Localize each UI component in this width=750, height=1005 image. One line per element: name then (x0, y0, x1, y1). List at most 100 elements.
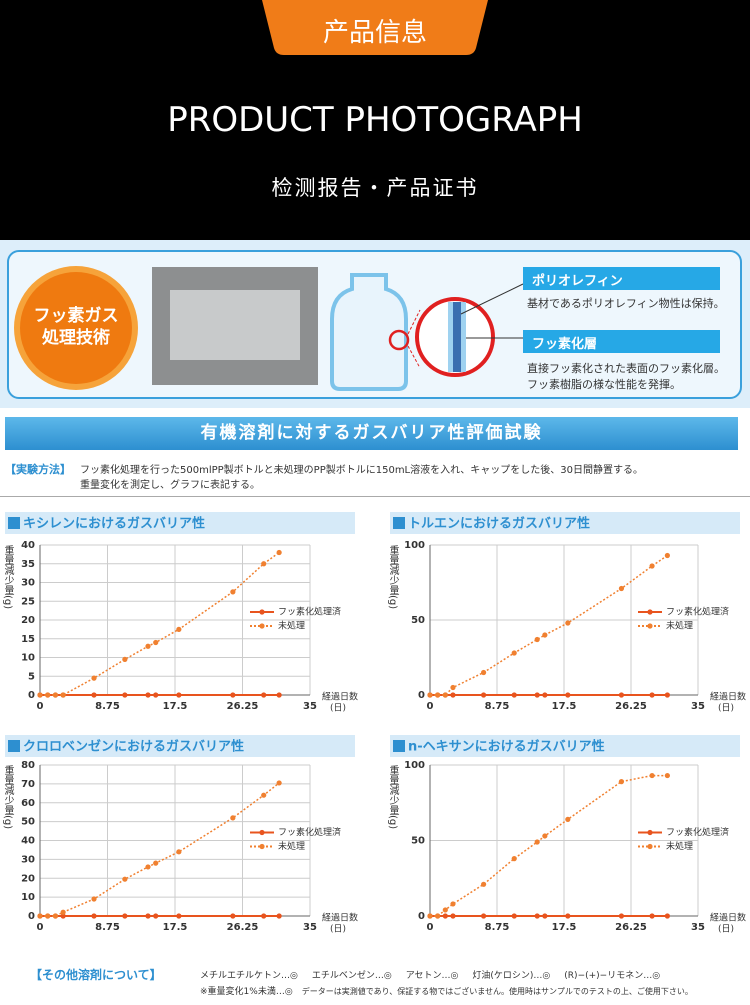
solvent: アセトン…◎ (405, 971, 459, 981)
point (435, 913, 441, 919)
point (618, 779, 625, 785)
series-line (430, 554, 668, 696)
x-tick-label: 8.75 (485, 922, 510, 933)
title-marker (393, 517, 405, 529)
point (664, 552, 670, 559)
y-tick-label: 60 (21, 798, 35, 809)
point (230, 815, 236, 821)
legend-label: フッ素化処理済 (666, 606, 729, 618)
point (664, 913, 670, 919)
point (276, 913, 282, 919)
legend-label: フッ素化処理済 (278, 826, 341, 838)
x-tick-label: 17.5 (552, 701, 577, 712)
y-tick-label: 40 (21, 540, 35, 551)
legend-marker (647, 843, 653, 850)
note: ※重量変化1%未満…◎ (200, 987, 293, 997)
point (649, 913, 655, 919)
x-tick-label: 26.25 (615, 701, 647, 712)
y-tick-label: 0 (418, 911, 425, 922)
point (122, 656, 128, 662)
title-marker (393, 740, 405, 752)
title-bar (5, 735, 355, 757)
layer-name: フッ素化層 (532, 337, 598, 352)
y-tick-label: 0 (418, 690, 425, 701)
others-label: 【その他溶剤について】 (30, 968, 162, 982)
note: データーは実測値であり、保証する物ではございません。使用時はサンプルでのテストの… (301, 987, 693, 996)
x-tick-label: 26.25 (615, 922, 647, 933)
point (664, 772, 670, 779)
point (450, 692, 456, 698)
x-tick-label: 8.75 (95, 922, 120, 933)
solvent: (R)−(+)−リモネン…◎ (564, 971, 661, 981)
legend-label: 未処理 (278, 620, 305, 632)
x-tick-label: 17.5 (163, 701, 188, 712)
method-text: 重量変化を測定し、グラフに表記する。 (80, 480, 260, 491)
point (542, 632, 548, 638)
tab-label: 产品信息 (322, 18, 427, 48)
point (52, 692, 59, 698)
chart-title: クロロベンゼンにおけるガスバリア性 (23, 739, 244, 755)
point (145, 692, 151, 698)
point (145, 913, 151, 919)
badge-line: フッ素ガス (33, 306, 119, 326)
x-label-unit: (日) (330, 703, 346, 714)
point (276, 549, 282, 556)
title-bar (390, 512, 740, 534)
x-tick-label: 35 (303, 922, 317, 933)
legend-marker (647, 623, 653, 629)
legend-label: 未処理 (278, 840, 305, 852)
point (91, 692, 97, 698)
point (511, 650, 517, 656)
point (176, 626, 182, 632)
x-tick-label: 8.75 (485, 701, 510, 712)
point (230, 589, 236, 595)
point (618, 913, 625, 919)
point (565, 816, 571, 822)
y-tick-label: 15 (21, 634, 35, 645)
point (122, 876, 128, 882)
point (261, 692, 267, 698)
y-tick-label: 70 (21, 779, 35, 790)
point (435, 692, 441, 698)
y-tick-label: 5 (28, 671, 35, 682)
section-title: 有機溶剤に対するガスバリア性評価試験 (5, 417, 738, 450)
solvent: メチルエチルケトン…◎ (200, 971, 298, 981)
chart-title: n-ヘキサンにおけるガスバリア性 (408, 739, 605, 755)
point (442, 692, 448, 698)
y-tick-label: 40 (21, 836, 35, 847)
tab (262, 0, 488, 55)
point (450, 684, 456, 691)
point (122, 692, 128, 698)
subtitle: 检测报告・产品证书 (271, 176, 479, 200)
point (230, 913, 236, 919)
point (649, 692, 655, 698)
title-bar (390, 735, 740, 757)
point (542, 833, 548, 839)
series-line (430, 774, 668, 917)
x-label-unit: (日) (330, 924, 346, 935)
point (60, 913, 66, 919)
title-marker (8, 740, 20, 752)
legend-label: 未処理 (666, 840, 693, 852)
point (542, 913, 548, 919)
layer-text: 基材であるポリオレフィン物性は保持。 (527, 297, 725, 310)
point (37, 692, 43, 698)
divider (0, 496, 750, 497)
point (664, 692, 670, 698)
layer-text: フッ素樹脂の様な性能を発揮。 (527, 378, 681, 391)
point (542, 692, 548, 698)
point (261, 561, 267, 567)
y-tick-label: 50 (411, 836, 425, 847)
x-tick-label: 35 (691, 701, 705, 712)
point (618, 692, 625, 698)
x-tick-label: 17.5 (163, 922, 188, 933)
layer-text: 直接フッ素化された表面のフッ素化層。 (527, 362, 725, 375)
point (442, 913, 448, 919)
legend-marker (647, 609, 653, 615)
x-tick-label: 0 (37, 922, 44, 933)
method-text: フッ素化処理を行った500mlPP製ボトルと未処理のPP製ボトルに150mL溶液… (80, 465, 643, 476)
series-line (40, 782, 280, 917)
y-label: 重量減少量(g) (2, 544, 14, 609)
point (450, 901, 456, 907)
